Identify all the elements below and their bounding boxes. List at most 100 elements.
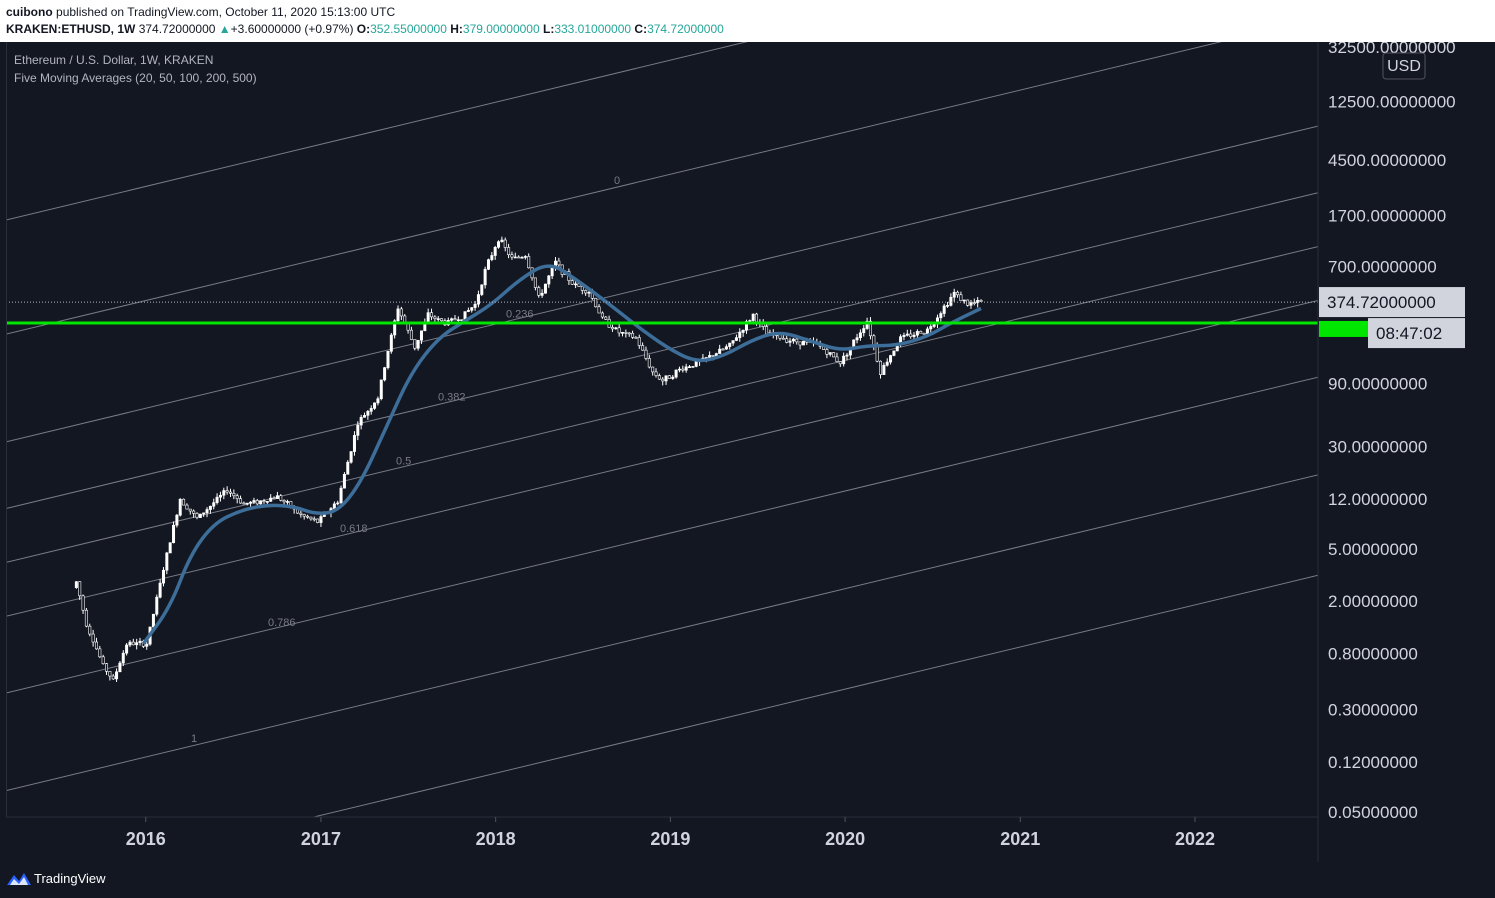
candle-body (694, 360, 698, 367)
candle-body (647, 358, 651, 368)
candle-body (634, 337, 638, 339)
candle-body (781, 337, 785, 340)
price-chart[interactable]: 0 0.236 0.382 0.5 0.618 0.786 1 Ethereum / U.S… (6, 42, 1495, 862)
y-tick-label: 0.12000000 (1328, 753, 1418, 772)
candle-body (845, 354, 849, 357)
candle-body (520, 256, 524, 259)
candle-body (369, 408, 373, 412)
candle-body (373, 402, 377, 409)
y-tick-label: 0.80000000 (1328, 645, 1418, 664)
y-tick-label: 0.05000000 (1328, 803, 1418, 822)
change-value: +3.60000000 (+0.97%) (230, 22, 354, 36)
price-axis[interactable]: 32500.0000000012500.000000004500.0000000… (1328, 42, 1456, 822)
candle-body (182, 498, 186, 506)
candle-body (225, 490, 229, 493)
candle-body (386, 350, 390, 368)
candle-body (222, 490, 226, 496)
candle-body (456, 319, 460, 321)
candle-body (677, 368, 681, 371)
candle-body (188, 508, 192, 512)
candle-body (915, 331, 919, 336)
candle-body (661, 378, 665, 382)
currency-badge[interactable]: USD (1382, 52, 1426, 80)
candle-body (356, 424, 360, 436)
candle-body (858, 332, 862, 339)
y-tick-label: 12.00000000 (1328, 490, 1427, 509)
candle-body (98, 648, 102, 658)
fib-level-line[interactable] (6, 474, 1318, 792)
author-name[interactable]: cuibono (6, 5, 53, 19)
fib-level-line[interactable] (6, 300, 1318, 617)
candle-body (952, 291, 956, 298)
candle-body (929, 326, 933, 330)
fib-level-line[interactable] (6, 376, 1318, 694)
candle-body (383, 367, 387, 381)
fib-channel: 0 0.236 0.382 0.5 0.618 0.786 1 (6, 42, 1318, 862)
fib-level-label: 0.382 (438, 392, 466, 404)
candle-body (517, 256, 521, 259)
candle-body (212, 502, 216, 507)
candle-body (667, 375, 671, 379)
x-tick-label: 2016 (126, 829, 166, 849)
candle-body (580, 286, 584, 291)
fib-level-label: 0.618 (340, 523, 368, 535)
candle-body (155, 596, 159, 615)
candle-body (269, 497, 273, 502)
candle-body (399, 308, 403, 317)
candle-body (882, 364, 886, 375)
candle-body (336, 502, 340, 505)
candle-body (671, 376, 675, 379)
tradingview-brand[interactable]: TradingView (34, 871, 106, 886)
candle-body (969, 302, 973, 306)
last-price-label: 374.72000000 (1327, 293, 1436, 312)
candle-body (232, 493, 236, 497)
candle-body (765, 326, 769, 335)
candle-body (242, 502, 246, 505)
candle-body (366, 411, 370, 416)
moving-average-line (141, 264, 982, 645)
candle-body (172, 524, 176, 544)
candle-body (94, 641, 98, 650)
y-tick-label: 5.00000000 (1328, 540, 1418, 559)
candle-body (641, 345, 645, 351)
candle-body (664, 375, 668, 382)
tradingview-logo-icon[interactable] (7, 872, 31, 886)
currency-label: USD (1387, 58, 1421, 75)
candle-body (513, 256, 517, 259)
candle-body (734, 337, 738, 341)
last-value: 374.72000000 (138, 22, 216, 36)
candle-body (430, 312, 434, 318)
candle-body (597, 306, 601, 314)
candle-body (868, 320, 872, 337)
fib-level-line[interactable] (6, 125, 1318, 443)
candle-body (255, 500, 259, 505)
candle-body (259, 500, 263, 505)
candle-body (319, 516, 323, 523)
y-tick-label: 700.00000000 (1328, 257, 1437, 276)
candle-body (272, 497, 276, 500)
x-tick-label: 2017 (301, 829, 341, 849)
candle-body (316, 518, 320, 523)
fib-level-line[interactable] (6, 42, 1318, 335)
fib-level-label: 0.5 (396, 456, 411, 468)
countdown-label: 08:47:02 (1376, 324, 1442, 343)
candle-body (205, 509, 209, 514)
fib-level-line[interactable] (6, 192, 1318, 510)
candle-body (88, 625, 92, 635)
time-axis[interactable]: 2016 2017 2018 2019 2020 2021 2022 (126, 817, 1215, 849)
candle-body (627, 332, 631, 335)
candle-body (239, 498, 243, 504)
candle-body (832, 352, 836, 358)
candle-body (688, 366, 692, 368)
fib-level-line[interactable] (6, 42, 1318, 221)
fib-level-line[interactable] (6, 246, 1318, 563)
x-tick-label: 2021 (1000, 829, 1040, 849)
candle-body (302, 514, 306, 517)
change-up-icon: ▲ (218, 22, 231, 36)
candle-body (892, 350, 896, 356)
fib-level-label: 1 (191, 733, 197, 745)
fib-level-label: 0 (614, 175, 620, 187)
candle-body (168, 542, 172, 554)
candle-body (161, 569, 165, 584)
fib-level-line[interactable] (6, 574, 1318, 862)
